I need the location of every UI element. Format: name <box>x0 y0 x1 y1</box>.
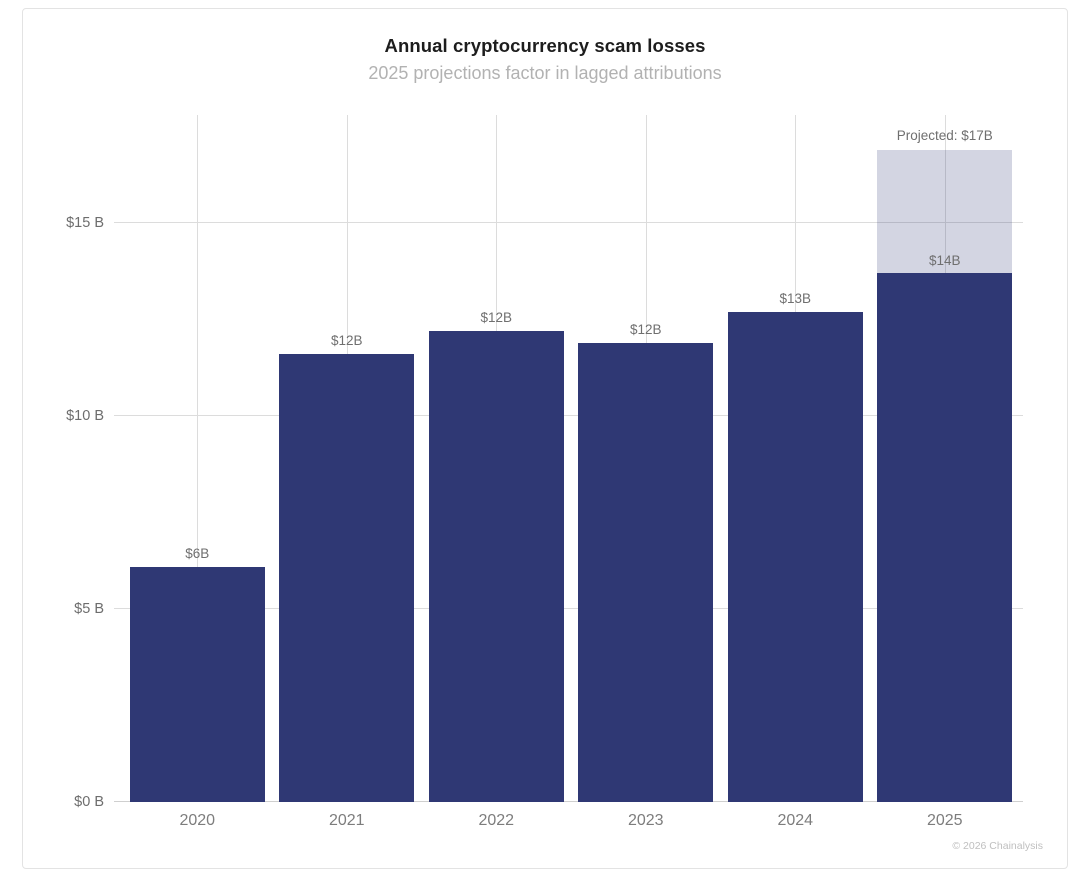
bar-value-label: $12B <box>480 310 513 326</box>
x-axis-line <box>114 801 1023 802</box>
h-gridline <box>114 415 1023 417</box>
bar-2020 <box>129 566 265 802</box>
bar-projected-segment-2025 <box>877 149 1013 274</box>
bar-2021 <box>279 354 415 802</box>
bar-2024 <box>727 311 863 802</box>
bar-value-label: $13B <box>779 290 812 306</box>
bar-value-label: $12B <box>629 321 662 337</box>
h-gridline <box>114 222 1023 224</box>
v-gridline <box>197 115 199 802</box>
bar-2022 <box>428 331 564 802</box>
x-axis-label: 2024 <box>777 812 814 829</box>
bar-2023 <box>578 342 714 802</box>
x-axis-label: 2020 <box>179 812 216 829</box>
h-gridline <box>114 608 1023 610</box>
chart-title: Annual cryptocurrency scam losses <box>384 35 706 56</box>
chart-subtitle: 2025 projections factor in lagged attrib… <box>368 63 722 83</box>
projected-value-label: Projected: $17B <box>896 127 993 143</box>
bar-value-label: $12B <box>330 333 363 349</box>
bar-2025 <box>877 273 1013 802</box>
x-axis-label: 2022 <box>478 812 515 829</box>
y-tick-label: $10 B <box>66 408 104 425</box>
y-tick-label: $5 B <box>74 601 104 618</box>
y-tick-label: $15 B <box>66 215 104 232</box>
x-axis-label: 2025 <box>926 812 963 829</box>
bar-value-label: $14B <box>928 253 961 269</box>
y-tick-label: $0 B <box>74 794 104 810</box>
attribution-text: © 2026 Chainalysis <box>952 840 1043 852</box>
x-axis-label: 2023 <box>627 812 664 829</box>
plot-area: $0 B $5 B $10 B $15 B $6B 2020 $12B 2021 $12B 202… <box>66 115 1023 829</box>
x-axis-label: 2021 <box>328 812 365 829</box>
chart-card: Annual cryptocurrency scam losses 2025 p… <box>22 8 1068 869</box>
bar-value-label: $6B <box>185 545 210 561</box>
